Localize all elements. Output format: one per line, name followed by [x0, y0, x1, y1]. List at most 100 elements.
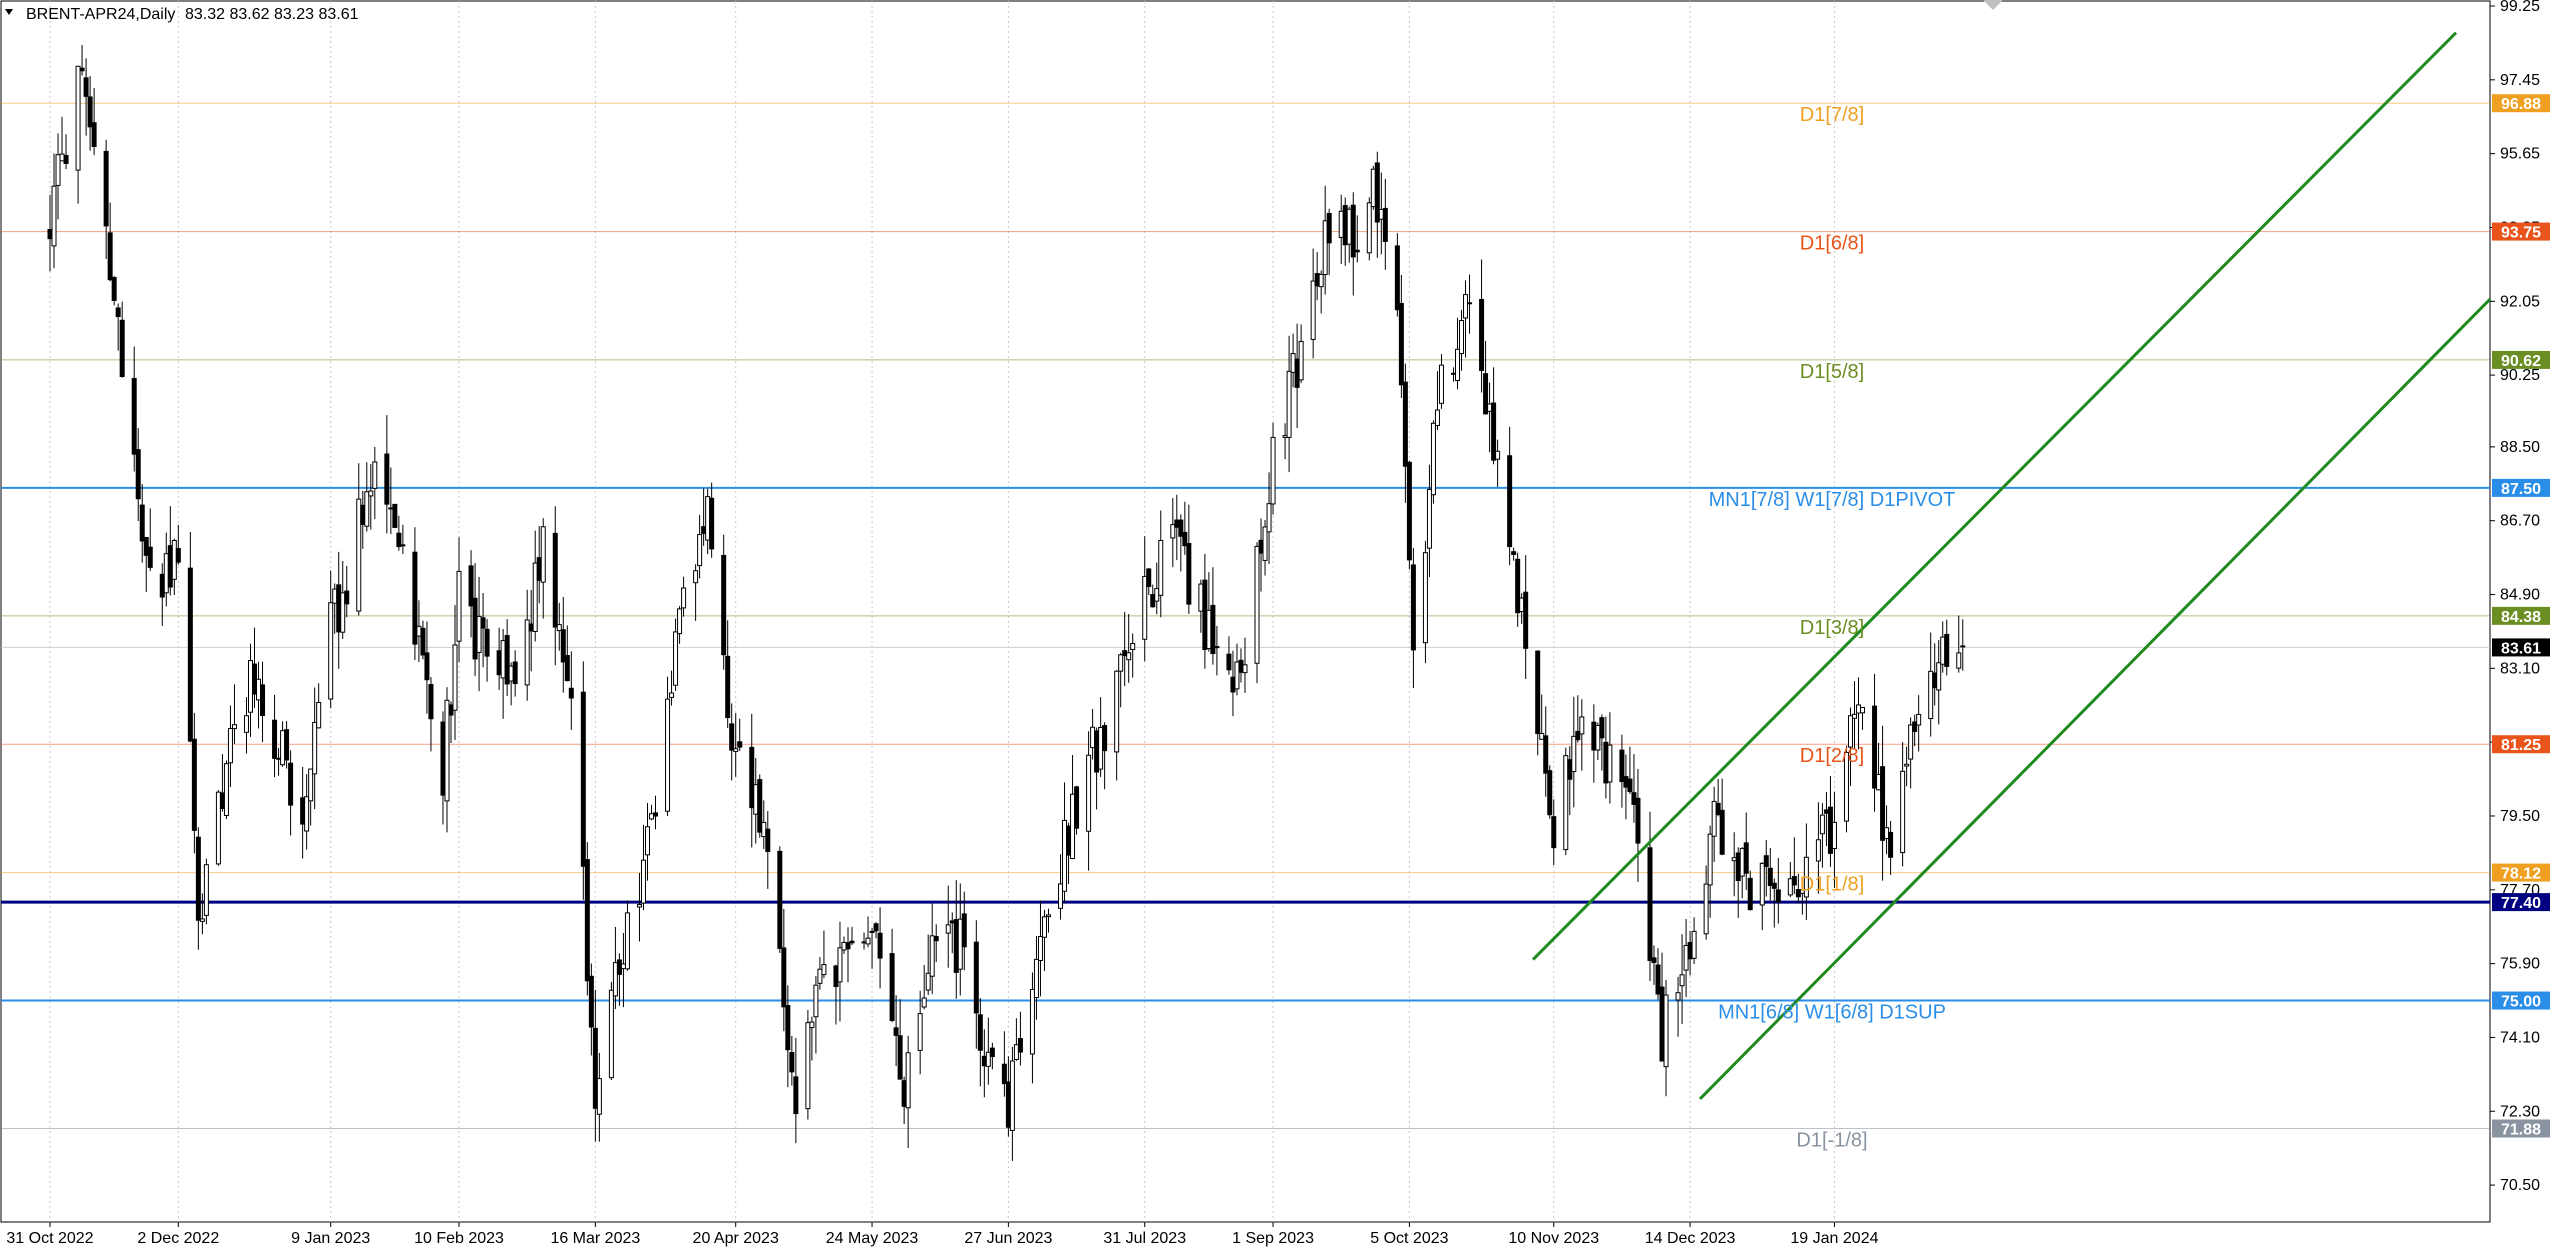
candle-body: [83, 77, 89, 97]
candle-body: [1234, 661, 1240, 690]
trend-channel[interactable]: [1531, 31, 2492, 1101]
candle-body: [1731, 857, 1737, 862]
price-badge: [2492, 991, 2550, 1010]
x-tick-label: 2 Dec 2022: [137, 1230, 219, 1247]
candle-body: [1679, 974, 1685, 987]
candle-body: [933, 936, 939, 942]
candle-body: [272, 719, 278, 759]
candle-body: [1062, 819, 1068, 892]
price-badges: 96.88 93.75 90.62 87.50 84.38 83.61 81.25 78.12…: [2492, 94, 2550, 1138]
candle-body: [231, 724, 237, 730]
price-badge-text: 78.12: [2501, 866, 2541, 883]
candle-body: [640, 859, 646, 904]
candle-body: [1687, 942, 1693, 960]
candle-body: [344, 590, 350, 605]
candle-body: [1539, 732, 1545, 740]
shift-marker-icon[interactable]: [1983, 0, 2003, 10]
candle-body: [1763, 855, 1769, 868]
candle-body: [985, 1051, 991, 1067]
candle-body: [328, 602, 334, 700]
candle-body: [1322, 220, 1328, 275]
candle-body: [1158, 540, 1164, 596]
price-badge-text: 83.61: [2501, 640, 2541, 657]
candle-body: [119, 319, 125, 377]
x-tick-label: 19 Jan 2024: [1790, 1230, 1878, 1247]
candle-body: [596, 1078, 602, 1115]
candle-body: [889, 953, 895, 1021]
candle-body: [1912, 721, 1918, 732]
candle-body: [765, 828, 771, 852]
candle-body: [1294, 358, 1300, 388]
candle-body: [420, 627, 426, 656]
candle-body: [412, 551, 418, 645]
candle-body: [1066, 825, 1072, 856]
y-tick-label: 75.90: [2500, 956, 2540, 973]
candle-body: [1013, 1044, 1019, 1060]
candle-body: [167, 545, 173, 588]
candle-body: [524, 619, 530, 686]
candle-body: [143, 537, 149, 556]
y-tick-label: 99.25: [2500, 0, 2540, 15]
candle-body: [1214, 646, 1220, 649]
candle-body: [1150, 594, 1156, 608]
candle-body: [175, 548, 181, 563]
candle-body: [749, 746, 755, 809]
channel-line[interactable]: [1531, 31, 2458, 961]
candle-body: [841, 941, 847, 951]
y-tick-label: 84.90: [2500, 587, 2540, 604]
candle-body: [356, 498, 362, 612]
level-label: D1[6/8]: [1800, 233, 1864, 255]
candle-body: [1847, 715, 1853, 748]
caret-down-icon[interactable]: [5, 9, 13, 15]
candle-body: [1683, 944, 1689, 971]
candle-body: [1142, 575, 1148, 640]
x-tick-label: 9 Jan 2023: [291, 1230, 370, 1247]
y-tick-label: 97.45: [2500, 72, 2540, 89]
candle-body: [737, 741, 743, 748]
candle-body: [219, 792, 225, 810]
candle-body: [1382, 207, 1388, 242]
candle-body: [1543, 735, 1549, 774]
plot-area[interactable]: [0, 0, 2491, 1223]
price-badge: [2492, 94, 2550, 113]
candle-body: [1467, 302, 1473, 305]
candle-body: [1663, 994, 1669, 1068]
candle-body: [1888, 831, 1894, 858]
candle-body: [1378, 208, 1384, 220]
candle-body: [757, 779, 763, 833]
candle-body: [1430, 422, 1436, 496]
candle-body: [556, 624, 562, 632]
x-tick-label: 10 Nov 2023: [1508, 1230, 1599, 1247]
candle-body: [312, 721, 318, 775]
candle-body: [1086, 754, 1092, 832]
candle-body: [1932, 672, 1938, 689]
price-axis[interactable]: 99.2597.4595.6593.8592.0590.2588.5086.70…: [2490, 0, 2540, 1194]
price-badge-text: 93.75: [2501, 225, 2541, 242]
candle-body: [440, 721, 446, 796]
candle-body: [877, 932, 883, 959]
channel-line[interactable]: [1698, 298, 2492, 1101]
time-axis[interactable]: 31 Oct 2022 2 Dec 2022 9 Jan 2023 10 Feb 20…: [6, 1222, 1879, 1247]
candle-body: [1202, 579, 1208, 651]
candle-body: [961, 913, 967, 948]
y-tick-label: 70.50: [2500, 1177, 2540, 1194]
candle-body: [55, 154, 61, 186]
candle-body: [845, 942, 851, 950]
candle-body: [87, 96, 93, 128]
candle-body: [536, 557, 542, 581]
candle-body: [929, 935, 935, 977]
candle-body: [925, 972, 931, 991]
candle-body: [705, 496, 711, 541]
candle-body: [1286, 370, 1292, 438]
candle-body: [1394, 245, 1400, 311]
candle-body: [957, 918, 963, 970]
candle-body: [1603, 741, 1609, 784]
candle-body: [1856, 704, 1862, 714]
level-label: MN1[6/8] W1[6/8] D1SUP: [1718, 1002, 1946, 1024]
candle-body: [256, 678, 262, 701]
candle-body: [187, 567, 193, 742]
candle-body: [1511, 551, 1517, 555]
candle-body: [1880, 766, 1886, 841]
candle-body: [1102, 725, 1108, 752]
